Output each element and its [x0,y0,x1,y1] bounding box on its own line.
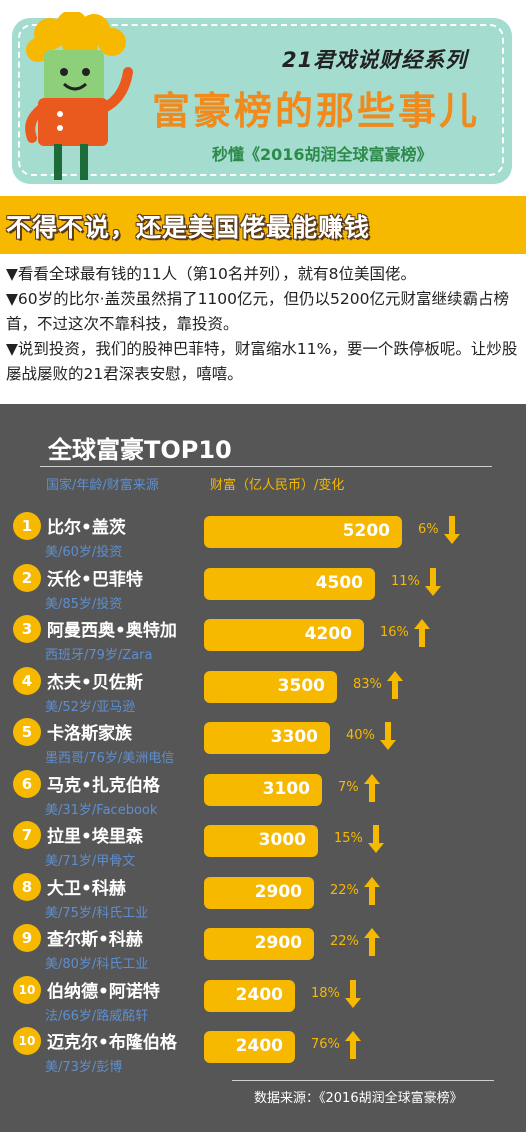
person-name: 伯纳德•阿诺特 [47,981,160,1002]
person-meta: 美/71岁/甲骨文 [45,854,136,869]
arrow-up-icon [345,1031,361,1059]
rank-badge: 7 [13,821,41,849]
person-meta: 法/66岁/路威酩轩 [45,1008,149,1024]
person-name: 卡洛斯家族 [47,724,132,744]
chart-title: 全球富豪TOP10 [48,436,232,464]
person-meta: 西班牙/79岁/Zara [45,648,153,663]
wealth-value: 4500 [315,572,363,593]
arrow-down-icon [345,979,361,1008]
person-name: 沃伦•巴菲特 [47,569,143,590]
source-divider [232,1080,494,1081]
wealth-value: 2400 [235,1036,283,1056]
change-percent: 15% [334,831,363,846]
change-percent: 40% [346,728,375,743]
person-meta: 美/52岁/亚马逊 [45,699,136,715]
person-name: 比尔•盖茨 [47,518,126,538]
person-meta: 墨西哥/76岁/美洲电信 [45,751,175,766]
header: 21君戏说财经系列 富豪榜的那些事儿 秒懂《2016胡润全球富豪榜》 [0,0,526,195]
rank-badge: 2 [13,563,41,592]
wealth-value: 2900 [254,881,302,902]
rank-badge: 6 [13,769,41,798]
paragraph: ▼60岁的比尔·盖茨虽然捐了1100亿元，但仍以5200亿元财富继续霸占榜首，不… [6,290,509,333]
paragraph: ▼说到投资，我们的股神巴菲特，财富缩水11%，要一个跌停板呢。让炒股屡战屡败的2… [6,340,518,383]
change-percent: 22% [330,882,359,898]
wealth-value: 3000 [258,830,306,850]
wealth-bar [204,928,314,960]
change-percent: 18% [311,985,340,1001]
arrow-up-icon [364,928,380,956]
page-title: 富豪榜的那些事儿 [152,89,481,133]
rank-badge: 8 [13,872,41,901]
change-percent: 6% [418,522,439,537]
page-subtitle: 秒懂《2016胡润全球富豪榜》 [212,145,433,164]
wealth-value: 3500 [277,675,325,696]
rank-badge: 4 [13,666,41,695]
wealth-bar [204,1031,295,1063]
wealth-bar [204,979,295,1012]
arrow-up-icon [414,619,430,647]
intro-text: ▼看看全球最有钱的11人（第10名并列），就有8位美国佬。 ▼60岁的比尔·盖茨… [6,262,520,387]
arrow-up-icon [387,670,403,699]
wealth-bar [204,670,337,703]
wealth-value: 2900 [254,933,302,953]
wealth-bar [204,825,318,857]
arrow-down-icon [380,722,396,750]
change-percent: 7% [338,779,359,795]
person-name: 马克•扎克伯格 [47,775,160,796]
wealth-bar [204,516,402,548]
change-percent: 16% [380,625,409,640]
wealth-value: 2400 [235,984,283,1005]
wealth-value: 3300 [270,727,318,747]
rank-badge: 5 [13,718,41,746]
column-header-wealth: 财富（亿人民币）/变化 [210,478,345,493]
change-percent: 11% [391,573,420,589]
wealth-bar [204,773,322,806]
rank-badge: 3 [13,615,41,643]
change-percent: 22% [330,934,359,949]
person-name: 大卫•科赫 [47,878,126,899]
arrow-down-icon [368,825,384,853]
mascot-illustration [25,12,133,180]
data-source: 数据来源：《2016胡润全球富豪榜》 [254,1091,463,1106]
person-meta: 美/60岁/投资 [45,545,123,560]
person-meta: 美/73岁/彭博 [45,1060,123,1075]
person-name: 拉里•埃里森 [47,827,143,847]
arrow-up-icon [364,773,380,802]
title-divider [40,466,492,467]
person-meta: 美/85岁/投资 [45,596,123,612]
series-title: 21君戏说财经系列 [282,48,468,72]
change-percent: 83% [353,676,382,692]
wealth-bar [204,722,330,754]
column-header-profile: 国家/年龄/财富来源 [46,478,159,493]
rank-badge: 10 [13,975,41,1004]
person-name: 查尔斯•科赫 [47,930,143,950]
wealth-bar [204,567,375,600]
wealth-value: 3100 [262,778,310,799]
person-name: 阿曼西奥•奥特加 [47,621,177,641]
person-meta: 美/31岁/Facebook [45,802,158,818]
wealth-value: 5200 [342,521,390,541]
change-percent: 76% [311,1037,340,1052]
person-name: 迈克尔•布隆伯格 [47,1033,177,1053]
wealth-value: 4200 [304,624,352,644]
arrow-down-icon [444,516,460,544]
arrow-up-icon [364,876,380,905]
rank-badge: 10 [13,1027,41,1055]
wealth-bar [204,619,364,651]
rank-badge: 1 [13,512,41,540]
rank-badge: 9 [13,924,41,952]
headline-banner: 不得不说，还是美国佬最能赚钱 [0,196,526,254]
person-name: 杰夫•贝佐斯 [47,672,143,693]
wealth-bar [204,876,314,909]
person-meta: 美/80岁/科氏工业 [45,957,149,972]
arrow-down-icon [425,567,441,596]
header-card-border [18,24,504,176]
paragraph: ▼看看全球最有钱的11人（第10名并列），就有8位美国佬。 [6,265,416,283]
banner-text: 不得不说，还是美国佬最能赚钱 [6,213,371,242]
person-meta: 美/75岁/科氏工业 [45,905,149,921]
